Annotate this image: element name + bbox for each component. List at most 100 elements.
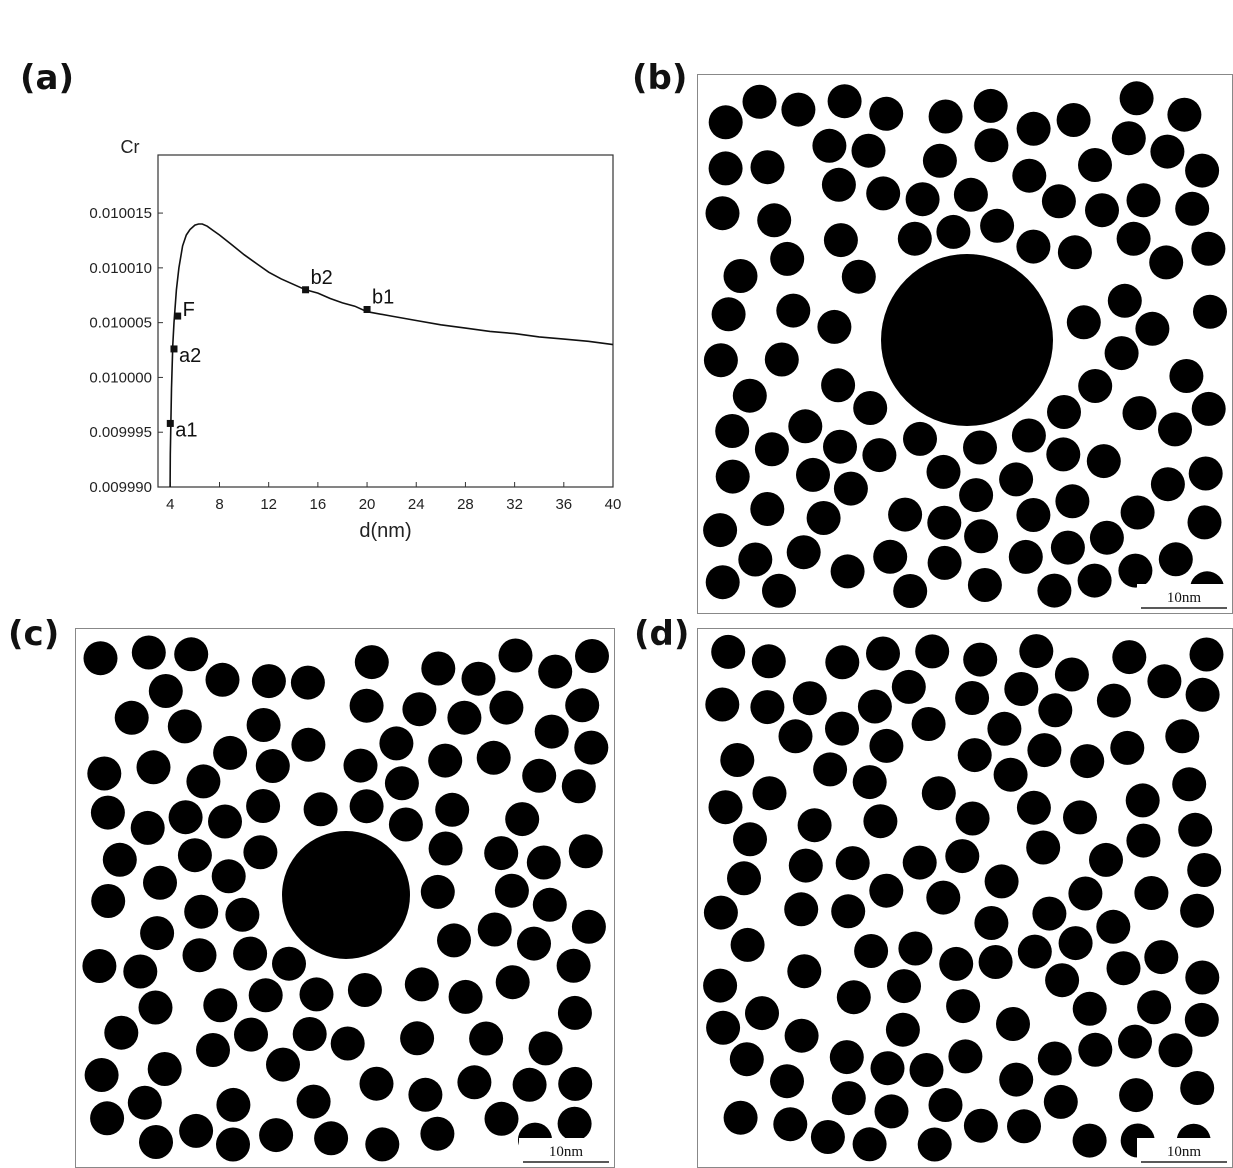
particle	[797, 808, 832, 843]
marker-b2	[302, 286, 310, 294]
particle	[812, 128, 847, 163]
x-tick-label: 40	[605, 496, 622, 513]
point-label-b2: b2	[311, 267, 333, 289]
x-axis-label: d(nm)	[359, 520, 411, 542]
particle	[927, 505, 962, 540]
particle	[1016, 790, 1051, 825]
particle	[1068, 876, 1103, 911]
particle	[729, 1042, 764, 1077]
particle	[1058, 926, 1093, 961]
particle	[1189, 637, 1224, 672]
particle	[1038, 693, 1073, 728]
particle	[114, 700, 149, 735]
particle	[1078, 148, 1112, 182]
particle	[400, 1021, 435, 1056]
x-tick-label: 4	[166, 496, 174, 513]
particle	[897, 221, 932, 256]
particle	[420, 874, 455, 909]
particle	[796, 457, 830, 492]
particle	[810, 1120, 845, 1154]
particle	[484, 1101, 519, 1136]
particle	[917, 1127, 952, 1162]
simulation-panel-c: 10nm	[75, 628, 615, 1168]
particle	[522, 758, 557, 793]
particle	[557, 1106, 592, 1141]
particle	[806, 501, 841, 535]
particle	[1032, 896, 1067, 931]
particle	[461, 661, 496, 696]
particle	[874, 1094, 909, 1129]
particle	[1011, 418, 1046, 453]
particle	[773, 1107, 808, 1142]
particle	[927, 545, 962, 580]
particle	[476, 740, 511, 775]
particle	[534, 714, 569, 749]
point-label-b1: b1	[372, 286, 394, 308]
particle	[1072, 1123, 1107, 1158]
particle	[1118, 553, 1153, 588]
particle	[87, 756, 122, 791]
particle	[179, 1113, 214, 1148]
particle	[967, 568, 1002, 602]
x-tick-label: 28	[457, 496, 474, 513]
x-tick-label: 8	[215, 496, 223, 513]
particle	[963, 1108, 998, 1143]
y-tick-label: 0.010015	[89, 205, 152, 222]
particle	[955, 681, 990, 715]
particle	[420, 1116, 455, 1151]
particle	[1180, 893, 1215, 928]
series-line	[169, 223, 614, 488]
particle	[980, 208, 1015, 243]
particle	[764, 342, 799, 377]
particle	[251, 664, 286, 699]
panel-label-a: (a)	[20, 58, 75, 98]
particle	[91, 884, 126, 918]
particle	[823, 429, 857, 464]
particle	[1012, 158, 1047, 193]
particle	[498, 638, 533, 673]
y-tick-label: 0.010005	[89, 315, 152, 332]
point-label-a2: a2	[179, 345, 201, 367]
particle	[705, 687, 740, 722]
particle	[127, 1085, 162, 1120]
particle	[557, 995, 592, 1030]
particle	[512, 1067, 547, 1102]
particle	[869, 728, 904, 763]
particle	[205, 662, 240, 697]
particle	[1172, 767, 1207, 802]
particle	[1134, 876, 1169, 910]
particle	[1063, 800, 1097, 835]
y-axis-label: Cr	[121, 137, 140, 157]
y-tick-label: 0.009990	[89, 479, 152, 496]
particle	[863, 804, 898, 839]
particle	[720, 743, 755, 777]
particle	[708, 790, 743, 825]
particle	[915, 634, 950, 669]
particle	[888, 497, 923, 532]
particle	[715, 414, 750, 448]
particle	[123, 954, 158, 989]
particle	[770, 1064, 804, 1099]
particle	[1056, 103, 1091, 137]
particle	[1175, 191, 1210, 226]
particle	[1119, 81, 1154, 116]
particle	[428, 831, 463, 866]
particle	[556, 948, 591, 983]
particle	[999, 1062, 1034, 1097]
particle	[1057, 235, 1092, 270]
particle	[955, 801, 990, 836]
marker-a2	[170, 345, 178, 353]
particle	[945, 839, 980, 874]
particle	[750, 492, 785, 526]
particle	[208, 804, 242, 839]
particle	[349, 688, 384, 723]
particle	[745, 996, 779, 1031]
particle	[891, 669, 926, 704]
particle	[1019, 634, 1054, 669]
particle	[887, 969, 921, 1004]
particle	[964, 519, 999, 554]
x-tick-label: 24	[408, 496, 425, 513]
y-tick-label: 0.010000	[89, 369, 152, 386]
particle	[130, 810, 165, 845]
particle	[715, 459, 750, 494]
